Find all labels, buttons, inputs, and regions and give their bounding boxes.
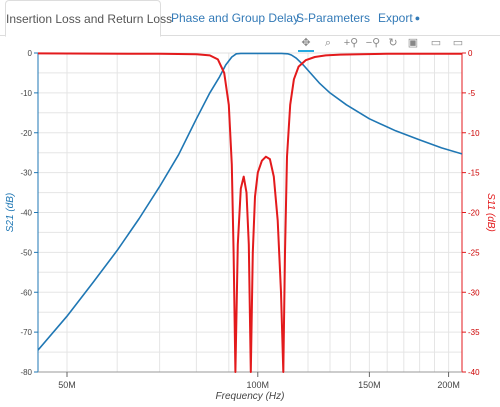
tab-s-parameters[interactable]: S-Parameters xyxy=(296,11,371,25)
tab-insertion-loss[interactable]: Insertion Loss and Return Loss xyxy=(5,0,172,37)
y-tick-label-right: -5 xyxy=(468,89,476,98)
y-tick-label-left: -10 xyxy=(20,89,32,98)
y-tick-label-right: -30 xyxy=(468,288,480,297)
zoom-in-icon[interactable]: +⚲ xyxy=(343,37,359,49)
zoom-out-icon[interactable]: −⚲ xyxy=(365,37,381,49)
y-tick-label-left: -50 xyxy=(20,248,32,257)
y-tick-label-left: -20 xyxy=(20,129,32,138)
tab-bar: Insertion Loss and Return Loss Phase and… xyxy=(0,0,500,37)
tab-export-label: Export xyxy=(378,11,413,25)
x-axis-label: Frequency (Hz) xyxy=(216,391,285,402)
dropdown-dot-icon: ● xyxy=(414,13,421,23)
series-line-s11 xyxy=(38,52,462,373)
box-zoom-icon[interactable]: ⌕ xyxy=(324,37,332,49)
reset-icon[interactable]: ↻ xyxy=(388,37,398,49)
x-tick-label: 50M xyxy=(58,380,76,390)
y-tick-label-right: -10 xyxy=(468,129,480,138)
x-tick-label: 150M xyxy=(358,380,381,390)
y-tick-label-left: -80 xyxy=(20,368,32,377)
pan-icon[interactable]: ✥ xyxy=(298,36,314,52)
hover-icon[interactable]: ▭ xyxy=(452,37,464,49)
y-tick-label-right: -35 xyxy=(468,328,480,337)
y-tick-label-right: -40 xyxy=(468,368,480,377)
hover-icon[interactable]: ▭ xyxy=(430,37,442,49)
series-line-s21 xyxy=(38,52,462,351)
y-tick-label-right: -15 xyxy=(468,169,480,178)
y-tick-label-right: -20 xyxy=(468,209,480,218)
x-tick-label: 100M xyxy=(247,380,270,390)
save-icon[interactable]: ▣ xyxy=(407,37,419,49)
y-tick-label-left: 0 xyxy=(28,49,33,58)
tab-export[interactable]: Export ● xyxy=(378,0,420,36)
y-axis-label-right: S11 (dB) xyxy=(485,193,496,232)
tab-phase-group-delay[interactable]: Phase and Group Delay xyxy=(171,11,300,25)
y-tick-label-left: -70 xyxy=(20,328,32,337)
y-tick-label-right: 0 xyxy=(468,49,473,58)
y-tick-label-left: -40 xyxy=(20,209,32,218)
y-tick-label-left: -60 xyxy=(20,288,32,297)
plot-toolbar: ✥ ⌕ +⚲ −⚲ ↻ ▣ ▭ ▭ xyxy=(0,36,500,52)
x-tick-label: 200M xyxy=(437,380,460,390)
y-tick-label-right: -25 xyxy=(468,248,480,257)
y-tick-label-left: -30 xyxy=(20,169,32,178)
y-axis-label-left: S21 (dB) xyxy=(5,193,16,232)
